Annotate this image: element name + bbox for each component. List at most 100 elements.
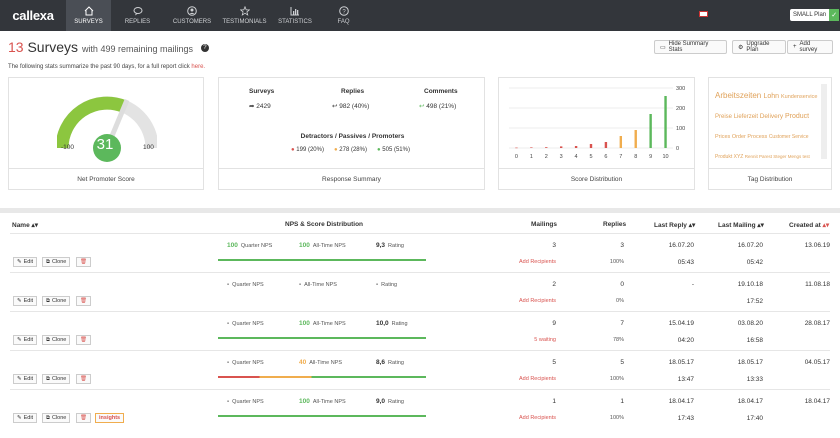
tag-word[interactable]: Produkt XYZ (715, 154, 745, 160)
column-header-last-reply[interactable]: Last Reply ▴▾ (654, 221, 695, 229)
logo-text: callexa (12, 8, 54, 23)
insights-button[interactable]: insights (95, 413, 125, 423)
quarter-nps-label: Quarter NPS (232, 399, 264, 405)
clone-button[interactable]: ⧉ Clone (42, 296, 71, 306)
promoters-stat: ● 505 (51%) (377, 147, 410, 153)
edit-label: Edit (23, 259, 34, 265)
nps-card: 31 -100 100 Net Promoter Score (8, 77, 204, 190)
remaining-mailings: with 499 remaining mailings (81, 44, 193, 54)
last-reply-date: 15.04.19 (668, 320, 694, 327)
hide-summary-button[interactable]: ▭ Hide Summary Stats (654, 40, 727, 54)
rating-label: Rating (391, 321, 408, 327)
rating: 9,3 Rating (376, 242, 404, 249)
tag-word[interactable]: Prices (715, 134, 732, 140)
callexa-logo[interactable]: callexa (0, 0, 66, 31)
delete-button[interactable]: 🗑 (76, 296, 91, 306)
add-recipients-link[interactable]: Add Recipients (519, 298, 556, 304)
rating-value: - (376, 281, 379, 288)
tag-word[interactable]: Process (747, 134, 769, 140)
nps-distribution-bar (218, 259, 426, 261)
mailings-count: 1 (552, 398, 556, 405)
help-icon[interactable]: ? (200, 44, 209, 53)
quarter-nps: 100 Quarter NPS (227, 242, 272, 249)
clone-label: Clone (51, 259, 67, 265)
rating-label: Rating (388, 399, 404, 405)
rating-value: 9,3 (376, 242, 386, 249)
pencil-icon: ✎ (17, 259, 22, 265)
tag-word[interactable]: Kundenservice (781, 94, 818, 100)
mailings-header-label: Mailings (531, 221, 558, 228)
delete-button[interactable]: 🗑 (76, 374, 91, 384)
tag-word[interactable]: Customer Service (768, 134, 809, 140)
nav-label: TESTIMONIALS (222, 19, 267, 25)
mailings-count: 9 (552, 320, 556, 327)
mailings-count: 3 (552, 242, 556, 249)
column-header-created[interactable]: Created at ▴▾ (789, 221, 829, 229)
nav-statistics[interactable]: STATISTICS (269, 0, 321, 31)
clone-button[interactable]: ⧉ Clone (42, 413, 71, 423)
full-report-link[interactable]: here. (191, 64, 206, 70)
nps-header-label: NPS & Score Distribution (285, 221, 364, 228)
tag-word[interactable]: test (802, 154, 810, 159)
edit-button[interactable]: ✎ Edit (13, 296, 38, 306)
nav-label: FAQ (337, 19, 350, 25)
uk-flag-icon[interactable] (699, 11, 708, 17)
nav-surveys[interactable]: SURVEYS (66, 0, 111, 31)
tag-word[interactable]: Delivery (759, 113, 785, 120)
delete-button[interactable]: 🗑 (76, 257, 91, 267)
edit-button[interactable]: ✎ Edit (13, 374, 38, 384)
add-recipients-link[interactable]: 5 waiting (534, 337, 556, 343)
clone-button[interactable]: ⧉ Clone (42, 374, 71, 384)
replies-header-label: Replies (603, 221, 627, 228)
tag-word[interactable]: Preise (715, 114, 734, 120)
tag-word[interactable]: Lieferzeit (733, 114, 760, 120)
tag-word[interactable]: Rennit Parest (744, 154, 774, 159)
column-header-last-mailing[interactable]: Last Mailing ▴▾ (718, 221, 764, 229)
nav-faq[interactable]: ? FAQ (321, 0, 366, 31)
tag-word[interactable]: Mengs (787, 154, 803, 159)
comments-stat: ↩ 498 (21%) (419, 102, 456, 110)
add-recipients-link[interactable]: Add Recipients (519, 376, 556, 382)
last-mailing-time: 17:52 (746, 298, 763, 305)
edit-button[interactable]: ✎ Edit (13, 413, 38, 423)
last-reply-date: 18.04.17 (668, 398, 694, 405)
nav-customers[interactable]: CUSTOMERS (164, 0, 220, 31)
nav-label: REPLIES (124, 19, 151, 25)
edit-button[interactable]: ✎ Edit (13, 257, 38, 267)
created-date: 18.04.17 (804, 398, 830, 405)
add-survey-button[interactable]: + Add survey (787, 40, 833, 54)
pencil-icon: ✎ (17, 376, 22, 382)
delete-button[interactable]: 🗑 (76, 335, 91, 345)
rating-label: Rating (381, 282, 398, 288)
tag-word[interactable]: Product (785, 113, 810, 120)
detractors-stat: ● 199 (20%) (291, 147, 324, 153)
sort-icon: ▴▾ (688, 222, 696, 229)
column-header-name[interactable]: Name ▴▾ (12, 221, 38, 229)
x-tick-label: 0 (515, 154, 518, 160)
upgrade-plan-button[interactable]: ⚙ Upgrade Plan (732, 40, 786, 54)
clone-button[interactable]: ⧉ Clone (42, 257, 71, 267)
replies-percent: 0% (616, 298, 624, 304)
tag-word[interactable]: Steger (773, 154, 788, 159)
nav-replies[interactable]: REPLIES (111, 0, 164, 31)
created-date: 04.05.17 (804, 359, 830, 366)
tag-word[interactable]: Lohn (763, 93, 781, 100)
column-header-mailings[interactable]: Mailings (531, 221, 557, 228)
bar (559, 146, 563, 148)
alltime-nps-value: 100 (299, 320, 310, 327)
surveys-stat-value: 2429 (256, 103, 271, 110)
tag-word[interactable]: Order (731, 134, 748, 140)
tag-scrollbar[interactable] (821, 84, 827, 159)
delete-button[interactable]: 🗑 (76, 413, 91, 423)
nav-testimonials[interactable]: TESTIMONIALS (220, 0, 269, 31)
tag-word[interactable]: Arbeitszeiten (715, 91, 764, 100)
add-recipients-link[interactable]: Add Recipients (519, 259, 556, 265)
plan-badge[interactable]: SMALL Plan ✓ (790, 9, 840, 21)
quarter-nps-label: Quarter NPS (240, 243, 273, 249)
clone-button[interactable]: ⧉ Clone (42, 335, 71, 345)
sort-desc-icon: ▴▾ (822, 222, 830, 229)
edit-button[interactable]: ✎ Edit (13, 335, 38, 345)
add-recipients-link[interactable]: Add Recipients (519, 415, 556, 421)
survey-count: 13 (8, 39, 24, 55)
column-header-replies[interactable]: Replies (603, 221, 626, 228)
